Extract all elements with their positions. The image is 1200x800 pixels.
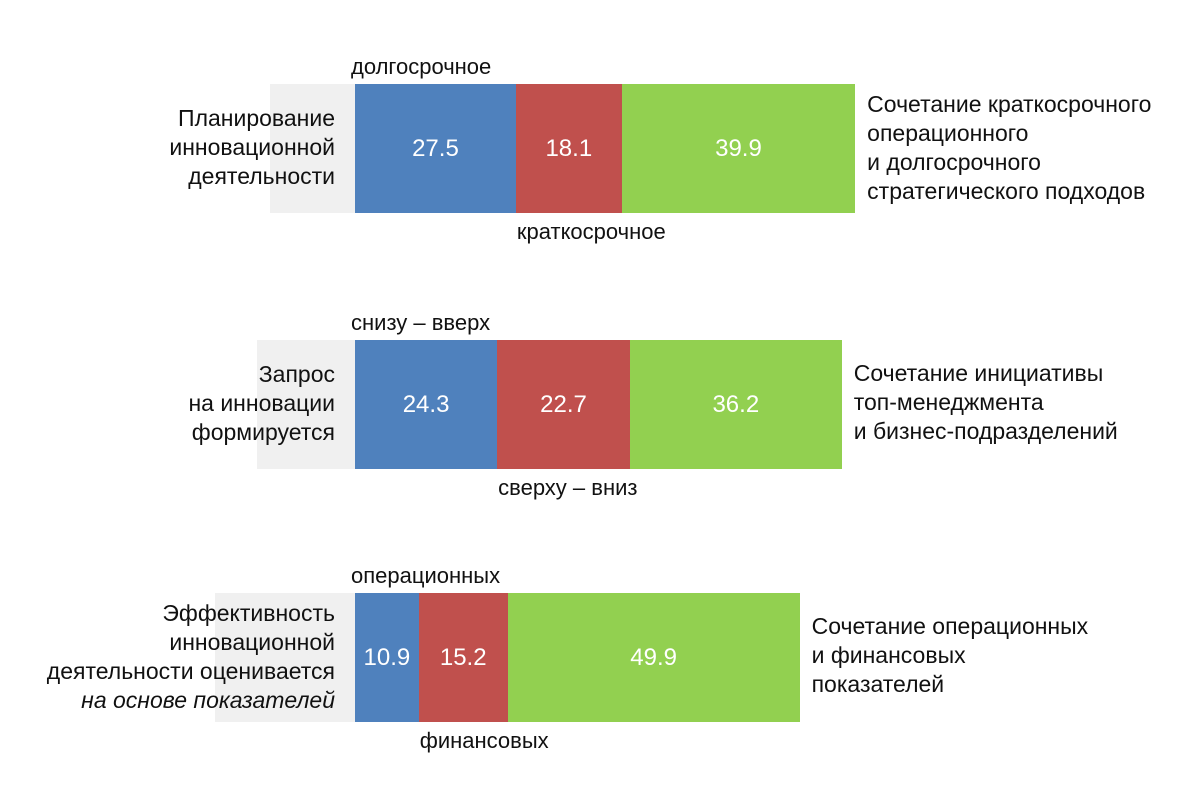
segment-remainder — [214, 593, 355, 722]
bottom-caption: финансовых — [419, 728, 549, 753]
row-label-line: на инновации — [188, 390, 335, 416]
combined-description-line: топ-менеджмента — [853, 389, 1044, 415]
combined-description-line: и долгосрочного — [867, 148, 1041, 175]
data-label: 18.1 — [545, 134, 593, 162]
segment-first: 27.5 — [355, 84, 516, 213]
combined-description-line: Сочетание операционных — [811, 613, 1089, 639]
segment-first: 10.9 — [355, 593, 419, 722]
segment-remainder — [270, 84, 355, 213]
top-caption: операционных — [351, 563, 501, 588]
segment-combined: 36.2 — [629, 340, 842, 469]
row-label-line: деятельности оценивается — [46, 657, 335, 684]
data-label: 27.5 — [412, 134, 459, 162]
segment-first: 24.3 — [355, 340, 498, 469]
combined-description-line: Сочетание инициативы — [853, 360, 1104, 386]
row-label-line: Запрос — [258, 361, 335, 387]
bottom-caption: сверху – вниз — [498, 475, 638, 500]
row-label: Эффективность инновационной деятельности о… — [5, 599, 335, 715]
data-label: 36.2 — [712, 390, 760, 418]
top-caption: снизу – вверх — [351, 310, 491, 335]
data-label: 22.7 — [540, 390, 587, 418]
segment-second: 22.7 — [497, 340, 630, 469]
data-label: 15.2 — [439, 643, 487, 671]
combined-description: Сочетание инициативы топ-менеджмента и биз… — [854, 359, 1118, 446]
bottom-caption: краткосрочное — [516, 219, 666, 244]
combined-description-line: Сочетание краткосрочного — [867, 90, 1152, 117]
data-label: 10.9 — [363, 643, 411, 671]
data-label: 39.9 — [715, 134, 762, 162]
combined-description: Сочетание операционных и финансовых показа… — [812, 612, 1089, 699]
row-label-line: инновационной — [169, 134, 335, 160]
segment-remainder — [256, 340, 355, 469]
segment-combined: 49.9 — [507, 593, 800, 722]
combined-description-line: стратегического подходов — [867, 177, 1146, 204]
segment-combined: 39.9 — [621, 84, 856, 213]
row-label-line: деятельности — [188, 163, 335, 189]
segment-second: 15.2 — [418, 593, 508, 722]
row-label-italic: на основе показателей — [81, 686, 335, 713]
row-label-line: инновационной — [169, 628, 335, 655]
combined-description-line: и финансовых — [811, 642, 966, 668]
combined-description-line: операционного — [867, 119, 1029, 146]
row-label: Планирование инновационной деятельности — [5, 104, 335, 191]
combined-description-line: показателей — [811, 671, 945, 697]
row-label: Запрос на инновации формируется — [5, 360, 335, 447]
combined-description-line: и бизнес-подразделений — [853, 418, 1118, 444]
row-label-line: Планирование — [178, 105, 335, 131]
data-label: 49.9 — [630, 643, 677, 671]
row-label-line: формируется — [191, 419, 335, 445]
segment-second: 18.1 — [515, 84, 622, 213]
combined-description: Сочетание краткосрочного операционного и д… — [867, 90, 1151, 206]
data-label: 24.3 — [402, 390, 450, 418]
top-caption: долгосрочное — [351, 54, 492, 79]
row-label-line: Эффективность — [162, 599, 335, 626]
